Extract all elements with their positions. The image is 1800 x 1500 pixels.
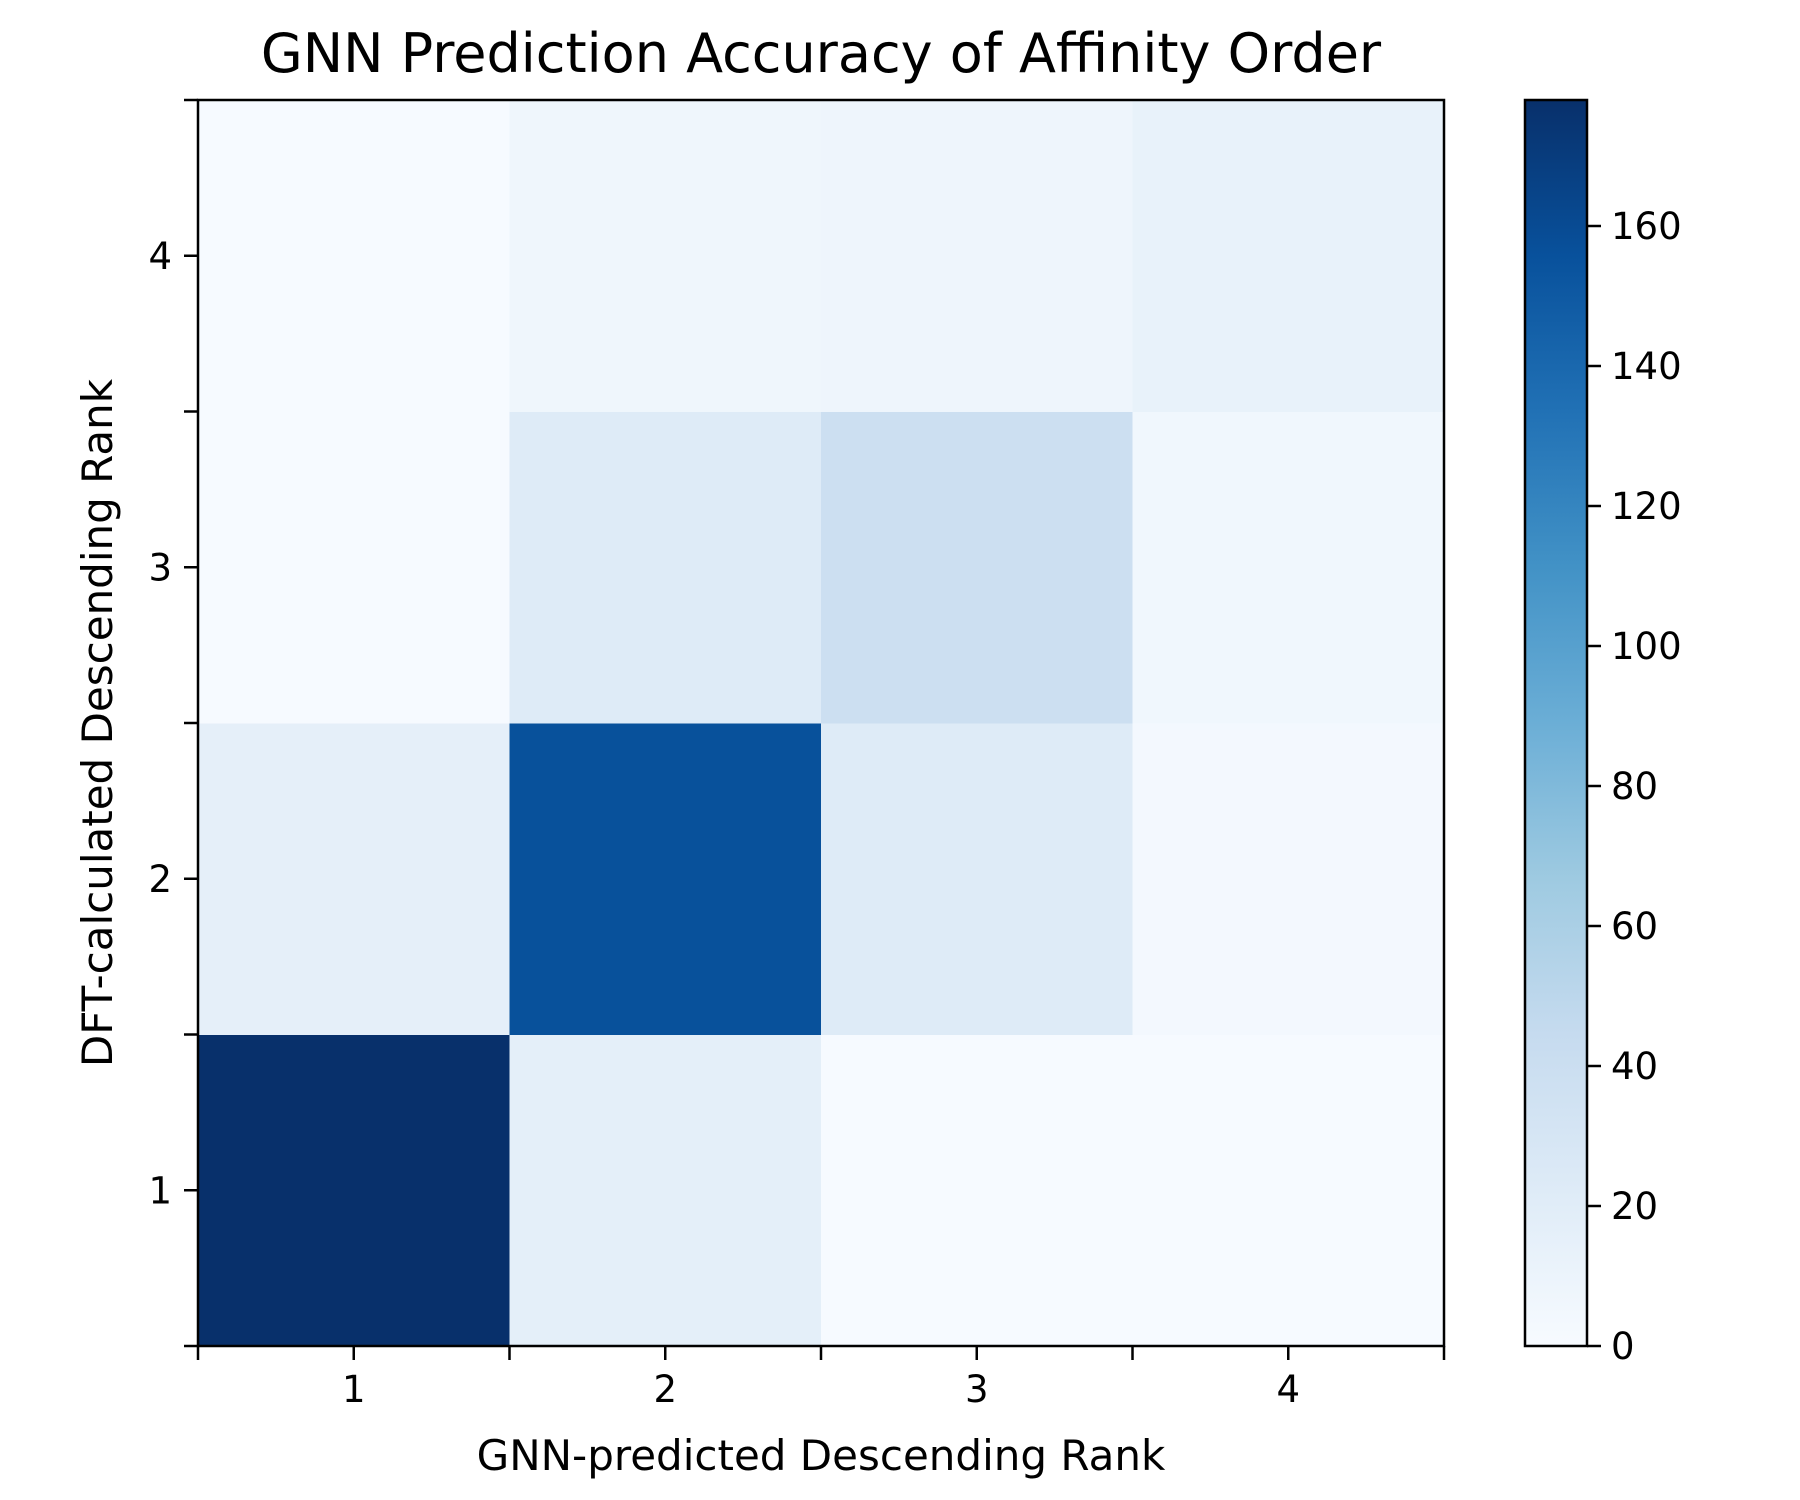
colorbar-tick-label: 120 <box>1611 485 1682 528</box>
colorbar-tick-label: 160 <box>1611 205 1682 248</box>
heatmap-cell <box>509 723 822 1035</box>
heatmap-cell <box>509 100 822 412</box>
colorbar-tick-label: 20 <box>1611 1185 1658 1228</box>
x-axis-label: GNN-predicted Descending Rank <box>477 1431 1166 1480</box>
chart-title: GNN Prediction Accuracy of Affinity Orde… <box>261 22 1382 85</box>
x-tick-label: 1 <box>342 1368 366 1411</box>
x-tick-label: 2 <box>653 1368 677 1411</box>
colorbar-tick-label: 60 <box>1611 905 1658 948</box>
heatmap-cell <box>509 1034 822 1347</box>
colorbar-tick-label: 100 <box>1611 625 1682 668</box>
heatmap-cell <box>509 411 822 724</box>
y-tick-label: 4 <box>148 235 172 278</box>
colorbar-tick-label: 0 <box>1611 1325 1635 1368</box>
heatmap-cell <box>1132 1034 1445 1347</box>
colorbar-tick-label: 40 <box>1611 1045 1658 1088</box>
heatmap-cell <box>1132 100 1445 412</box>
colorbar <box>1525 100 1587 1346</box>
heatmap-cell <box>1132 411 1445 724</box>
colorbar-tick-label: 80 <box>1611 765 1658 808</box>
heatmap-cell <box>821 411 1133 724</box>
x-tick-label: 3 <box>965 1368 989 1411</box>
y-tick-label: 3 <box>148 546 172 589</box>
heatmap-cell <box>198 100 510 412</box>
y-tick-label: 1 <box>148 1169 172 1212</box>
y-axis: 1 2 3 4 <box>148 98 198 1348</box>
heatmap-cell <box>198 411 510 724</box>
colorbar-tick-label: 140 <box>1611 345 1682 388</box>
y-tick-label: 2 <box>148 858 172 901</box>
heatmap-cell <box>198 1034 510 1347</box>
heatmap-cell <box>821 100 1133 412</box>
x-tick-label: 4 <box>1276 1368 1300 1411</box>
colorbar-frame <box>1523 98 1589 1348</box>
heatmap-cells <box>198 100 1445 1347</box>
colorbar-ticks: 0 20 40 60 80 100 120 140 160 <box>1587 205 1682 1368</box>
y-axis-label: DFT-calculated Descending Rank <box>73 378 122 1067</box>
heatmap-cell <box>821 723 1133 1035</box>
heatmap-cell <box>821 1034 1133 1347</box>
heatmap-cell <box>1132 723 1445 1035</box>
x-axis: 1 2 3 4 <box>196 1346 1446 1411</box>
heatmap-cell <box>198 723 510 1035</box>
